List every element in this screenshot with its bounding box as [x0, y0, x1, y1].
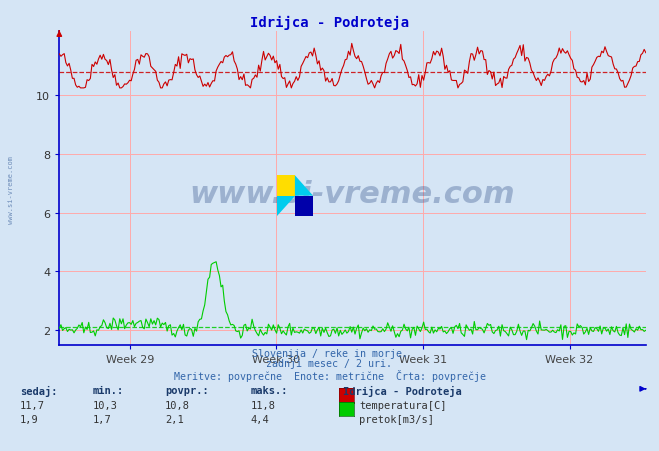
Polygon shape	[295, 176, 313, 196]
Text: Idrijca - Podroteja: Idrijca - Podroteja	[250, 16, 409, 30]
Text: maks.:: maks.:	[250, 386, 288, 396]
Text: 11,8: 11,8	[250, 400, 275, 410]
Text: 4,4: 4,4	[250, 414, 269, 424]
Text: Meritve: povprečne  Enote: metrične  Črta: povprečje: Meritve: povprečne Enote: metrične Črta:…	[173, 369, 486, 381]
Text: temperatura[C]: temperatura[C]	[359, 400, 447, 410]
Text: 10,3: 10,3	[92, 400, 117, 410]
Polygon shape	[295, 196, 313, 216]
Text: min.:: min.:	[92, 386, 123, 396]
Text: 11,7: 11,7	[20, 400, 45, 410]
Polygon shape	[277, 196, 295, 216]
Text: 2,1: 2,1	[165, 414, 183, 424]
Text: povpr.:: povpr.:	[165, 386, 208, 396]
Text: Idrijca - Podroteja: Idrijca - Podroteja	[343, 386, 461, 396]
Text: sedaj:: sedaj:	[20, 386, 57, 396]
Text: www.si-vreme.com: www.si-vreme.com	[8, 156, 14, 223]
Text: 10,8: 10,8	[165, 400, 190, 410]
Text: 1,7: 1,7	[92, 414, 111, 424]
Text: Slovenija / reke in morje.: Slovenija / reke in morje.	[252, 348, 407, 358]
Polygon shape	[277, 176, 295, 196]
Text: zadnji mesec / 2 uri.: zadnji mesec / 2 uri.	[266, 359, 393, 368]
Text: www.si-vreme.com: www.si-vreme.com	[190, 180, 515, 209]
Text: pretok[m3/s]: pretok[m3/s]	[359, 414, 434, 424]
Text: 1,9: 1,9	[20, 414, 38, 424]
